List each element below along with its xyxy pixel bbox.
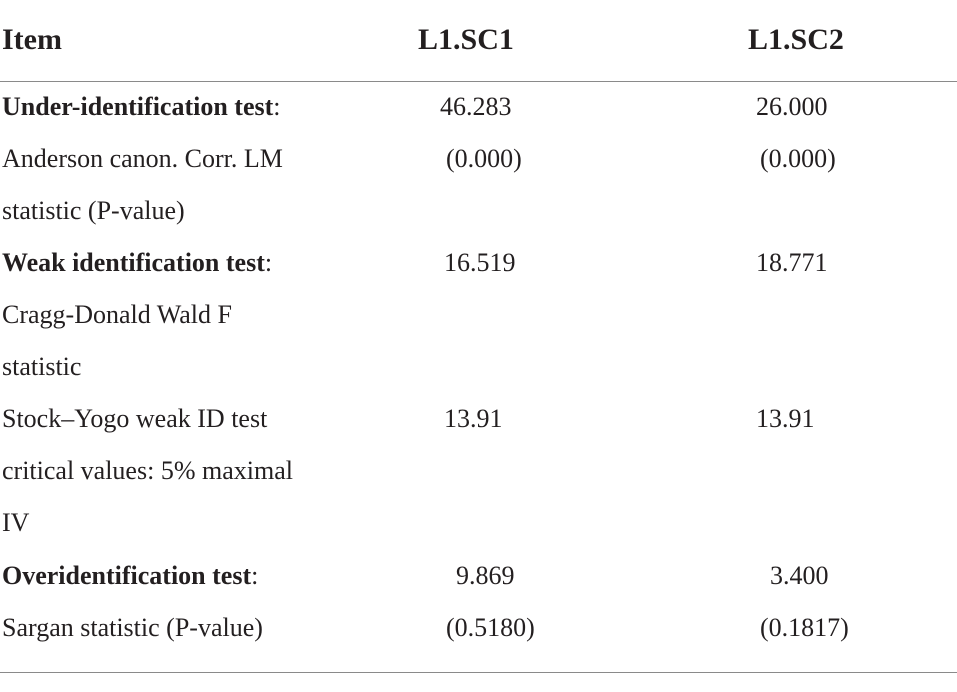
row-label: statistic (P-value) — [2, 196, 185, 225]
row-label: Anderson canon. Corr. LM — [2, 144, 283, 173]
cell-sc2: 13.91 — [756, 404, 815, 433]
header-item: Item — [2, 23, 62, 56]
row-label: critical values: 5% maximal — [2, 456, 293, 485]
cell-sc1: (0.000) — [446, 144, 522, 173]
cell-sc1: 46.283 — [440, 92, 512, 121]
row-label: Overidentification test: — [2, 558, 258, 594]
cell-sc2: (0.000) — [760, 144, 836, 173]
cell-sc2: 3.400 — [770, 561, 829, 590]
header-l1-sc2: L1.SC2 — [748, 23, 844, 56]
bottom-rule — [0, 672, 957, 673]
row-label-bold: Under-identification test — [2, 92, 274, 121]
cell-sc2: 18.771 — [756, 248, 828, 277]
row-label: Sargan statistic (P-value) — [2, 613, 263, 642]
row-label: Cragg-Donald Wald F — [2, 300, 232, 329]
row-label: Under-identification test: — [2, 89, 281, 125]
row-label-colon: : — [251, 561, 259, 590]
row-label-colon: : — [273, 92, 281, 121]
cell-sc2: 26.000 — [756, 92, 828, 121]
row-label: Stock–Yogo weak ID test — [2, 404, 268, 433]
table-header: Item L1.SC1 L1.SC2 — [0, 0, 957, 82]
row-label: Weak identification test: — [2, 245, 272, 281]
cell-sc1: 9.869 — [456, 561, 515, 590]
row-label-bold: Weak identification test — [2, 248, 265, 277]
row-label-colon: : — [264, 248, 273, 277]
row-label: statistic — [2, 352, 82, 381]
row-label: IV — [2, 508, 30, 537]
header-l1-sc1: L1.SC1 — [418, 23, 514, 56]
cell-sc1: 13.91 — [444, 404, 503, 433]
cell-sc1: (0.5180) — [446, 613, 535, 642]
row-label-bold: Overidentification test — [2, 561, 252, 590]
cell-sc2: (0.1817) — [760, 613, 849, 642]
cell-sc1: 16.519 — [444, 248, 516, 277]
